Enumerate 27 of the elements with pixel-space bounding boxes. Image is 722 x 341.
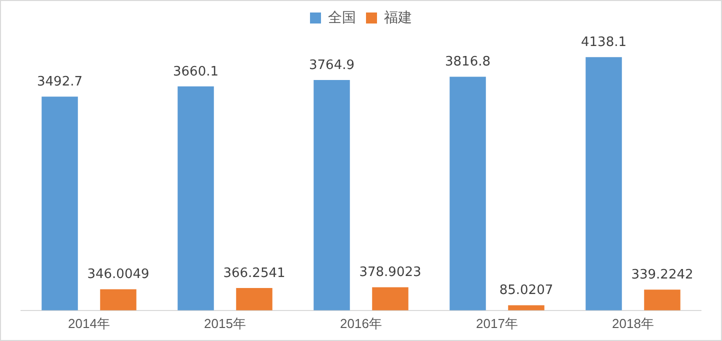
data-label: 339.2242 bbox=[631, 268, 694, 283]
bar bbox=[508, 305, 544, 310]
x-tick-label: 2016年 bbox=[340, 316, 382, 331]
bar bbox=[100, 289, 136, 310]
bar bbox=[644, 290, 680, 310]
data-label: 3764.9 bbox=[309, 58, 355, 73]
data-label: 378.9023 bbox=[359, 265, 422, 280]
data-label: 346.0049 bbox=[87, 267, 150, 282]
legend-label: 福建 bbox=[384, 8, 412, 25]
data-label: 85.0207 bbox=[499, 283, 554, 298]
x-tick-label: 2018年 bbox=[612, 316, 654, 331]
bar bbox=[450, 76, 486, 310]
bar bbox=[372, 287, 408, 310]
data-label: 4138.1 bbox=[581, 35, 627, 50]
x-tick-label: 2017年 bbox=[476, 316, 518, 331]
data-label: 3816.8 bbox=[445, 54, 491, 70]
x-tick-label: 2014年 bbox=[68, 316, 110, 331]
data-label: 3660.1 bbox=[173, 64, 219, 80]
data-label: 366.2541 bbox=[223, 266, 286, 281]
bar bbox=[178, 86, 214, 310]
bar bbox=[236, 288, 272, 310]
bar bbox=[42, 96, 78, 310]
bar bbox=[586, 57, 622, 310]
bar bbox=[314, 80, 350, 310]
x-tick-label: 2015年 bbox=[204, 316, 246, 331]
data-label: 3492.7 bbox=[37, 74, 83, 90]
legend-label: 全国 bbox=[328, 8, 356, 25]
